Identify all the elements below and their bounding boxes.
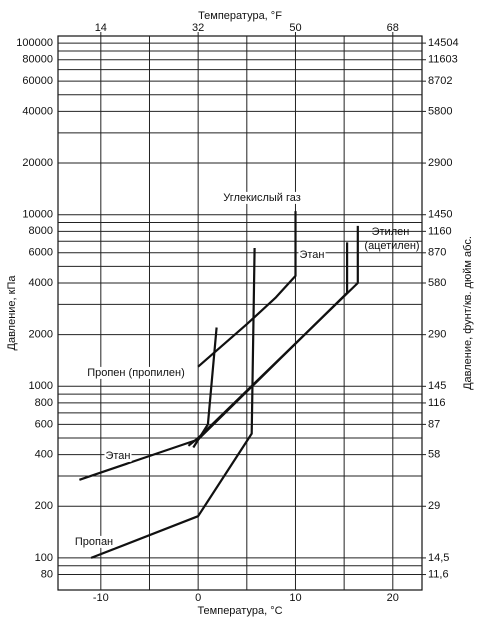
x-tick-label: 0 <box>195 592 201 604</box>
y2-tick-label: 8702 <box>428 75 452 87</box>
y2-tick-label: 290 <box>428 329 446 341</box>
y-tick-label: 80 <box>41 568 53 580</box>
label-bg <box>222 191 302 204</box>
y-axis-title: Давление, кПа <box>6 275 18 351</box>
y-tick-label: 10000 <box>22 209 53 221</box>
y-tick-label: 100000 <box>16 37 53 49</box>
y2-tick-label: 5800 <box>428 105 452 117</box>
x-axis-title: Температура, °C <box>197 605 282 617</box>
y2-tick-label: 116 <box>428 397 446 409</box>
plot-frame <box>57 35 423 591</box>
y-tick-label: 2000 <box>29 329 53 341</box>
label-bg <box>104 449 132 462</box>
y-tick-label: 6000 <box>29 247 53 259</box>
series-line <box>192 327 218 449</box>
series-label: Этан <box>105 450 130 462</box>
label-bg <box>73 535 115 548</box>
x2-tick-label: 50 <box>289 22 301 34</box>
y2-tick-label: 1450 <box>428 209 452 221</box>
y2-tick-label: 58 <box>428 449 440 461</box>
label-bg <box>86 366 186 379</box>
series-label: Этан <box>299 249 324 261</box>
series-label: Углекислый газ <box>223 192 301 204</box>
y-tick-label: 80000 <box>22 54 53 66</box>
series-label: Пропен (пропилен) <box>87 367 185 379</box>
series-label: Этилен (ацетилен) <box>364 226 419 252</box>
y2-tick-label: 14504 <box>428 37 459 49</box>
y2-tick-label: 29 <box>428 500 440 512</box>
y-tick-label: 1000 <box>29 380 53 392</box>
series-label: Пропан <box>75 536 113 548</box>
y-tick-label: 600 <box>35 418 53 430</box>
y-tick-label: 60000 <box>22 75 53 87</box>
x2-tick-label: 32 <box>192 22 204 34</box>
series-line <box>90 247 256 559</box>
y2-tick-label: 87 <box>428 418 440 430</box>
y-tick-label: 8000 <box>29 225 53 237</box>
y2-axis-title: Давление, фунт/кв. дюйм абс. <box>462 236 474 390</box>
y-tick-label: 20000 <box>22 157 53 169</box>
x2-tick-label: 68 <box>387 22 399 34</box>
y2-tick-label: 14,5 <box>428 552 449 564</box>
y2-tick-label: 11603 <box>428 54 458 66</box>
x-axis-top-title: Температура, °F <box>198 10 282 22</box>
x-tick-label: -10 <box>93 592 109 604</box>
y-tick-label: 4000 <box>29 277 53 289</box>
y2-tick-label: 2900 <box>428 157 452 169</box>
series-line <box>197 211 297 368</box>
y-tick-label: 100 <box>35 552 53 564</box>
x2-tick-label: 14 <box>95 22 107 34</box>
label-bg <box>298 248 326 261</box>
y2-tick-label: 870 <box>428 247 446 259</box>
series-line <box>79 242 349 481</box>
y-tick-label: 800 <box>35 397 53 409</box>
y-tick-label: 400 <box>35 448 53 460</box>
y2-tick-label: 580 <box>428 277 446 289</box>
y2-tick-label: 11,6 <box>428 568 449 580</box>
y-tick-label: 40000 <box>22 105 53 117</box>
y-tick-label: 200 <box>35 500 53 512</box>
y2-tick-label: 145 <box>428 380 446 392</box>
x-tick-label: 20 <box>387 592 399 604</box>
x-tick-label: 10 <box>289 592 301 604</box>
y2-tick-label: 1160 <box>428 225 452 237</box>
